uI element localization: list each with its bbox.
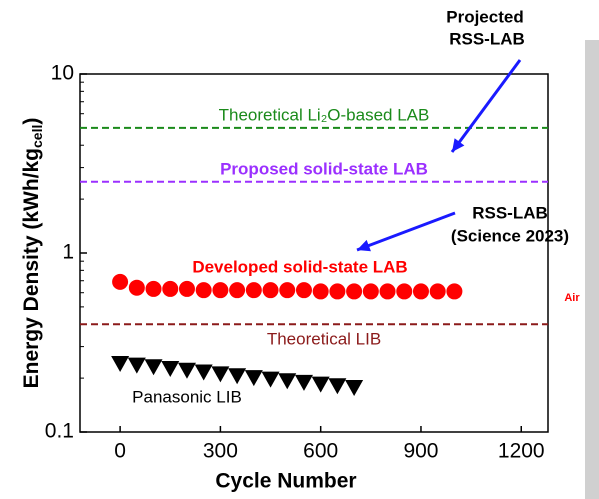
x-tick-label: 300	[203, 440, 238, 463]
data-point	[177, 362, 196, 379]
data-point	[379, 283, 396, 300]
data-point	[346, 283, 363, 300]
data-point	[362, 283, 379, 300]
x-axis-title: Cycle Number	[215, 470, 356, 493]
x-tick-label: 0	[114, 440, 126, 463]
photo-edge	[585, 40, 599, 499]
data-point	[278, 373, 297, 390]
series-label: Developed solid-state LAB	[192, 257, 407, 276]
y-axis-title-sub: cell	[29, 125, 45, 148]
data-point	[312, 283, 329, 300]
data-point	[446, 283, 463, 300]
data-point	[412, 283, 429, 300]
data-point	[228, 368, 247, 385]
arrow-head	[452, 138, 465, 152]
annotation: Air	[564, 292, 580, 304]
data-point	[279, 282, 296, 299]
annotation: Projected	[446, 7, 523, 26]
data-point	[311, 376, 330, 393]
plot-frame	[79, 73, 549, 433]
y-tick-label: 10	[51, 62, 74, 85]
data-point	[329, 283, 346, 300]
data-point	[212, 282, 229, 299]
data-point	[194, 364, 213, 381]
data-point	[245, 282, 262, 299]
data-point	[162, 280, 179, 297]
data-point	[396, 283, 413, 300]
data-point	[429, 283, 446, 300]
data-point	[244, 370, 263, 387]
data-point	[178, 280, 195, 297]
annotation: RSS-LAB	[449, 29, 525, 48]
arrow-shaft	[356, 211, 456, 252]
annotation: (Science 2023)	[451, 226, 569, 245]
data-point	[111, 355, 130, 372]
data-point	[345, 380, 364, 397]
data-point	[211, 366, 230, 383]
data-point	[195, 282, 212, 299]
data-point	[144, 359, 163, 376]
x-tick-label: 1200	[498, 440, 545, 463]
reference-label: Theoretical Li₂O-based LAB	[219, 105, 430, 124]
y-tick-label: 0.1	[45, 420, 74, 443]
series-label: Panasonic LIB	[132, 387, 242, 406]
data-point	[261, 371, 280, 388]
data-point	[294, 374, 313, 391]
y-axis-title-end: )	[20, 118, 43, 125]
data-point	[229, 282, 246, 299]
data-point	[127, 357, 146, 374]
data-point	[295, 282, 312, 299]
x-tick-label: 900	[403, 440, 438, 463]
data-point	[262, 282, 279, 299]
data-point	[145, 280, 162, 297]
data-point	[128, 279, 145, 296]
y-axis-title: Energy Density (kWh/kgcell)	[20, 118, 45, 389]
data-point	[161, 360, 180, 377]
annotation: RSS-LAB	[472, 203, 548, 222]
arrow-shaft	[450, 59, 522, 153]
data-point	[328, 378, 347, 395]
data-point	[112, 273, 129, 290]
y-axis-title-main: Energy Density (kWh/kg	[20, 148, 43, 388]
reference-label: Theoretical LIB	[267, 330, 381, 349]
y-tick-label: 1	[62, 241, 74, 264]
arrow-head	[357, 239, 371, 252]
reference-label: Proposed solid-state LAB	[220, 159, 428, 178]
x-tick-label: 600	[303, 440, 338, 463]
